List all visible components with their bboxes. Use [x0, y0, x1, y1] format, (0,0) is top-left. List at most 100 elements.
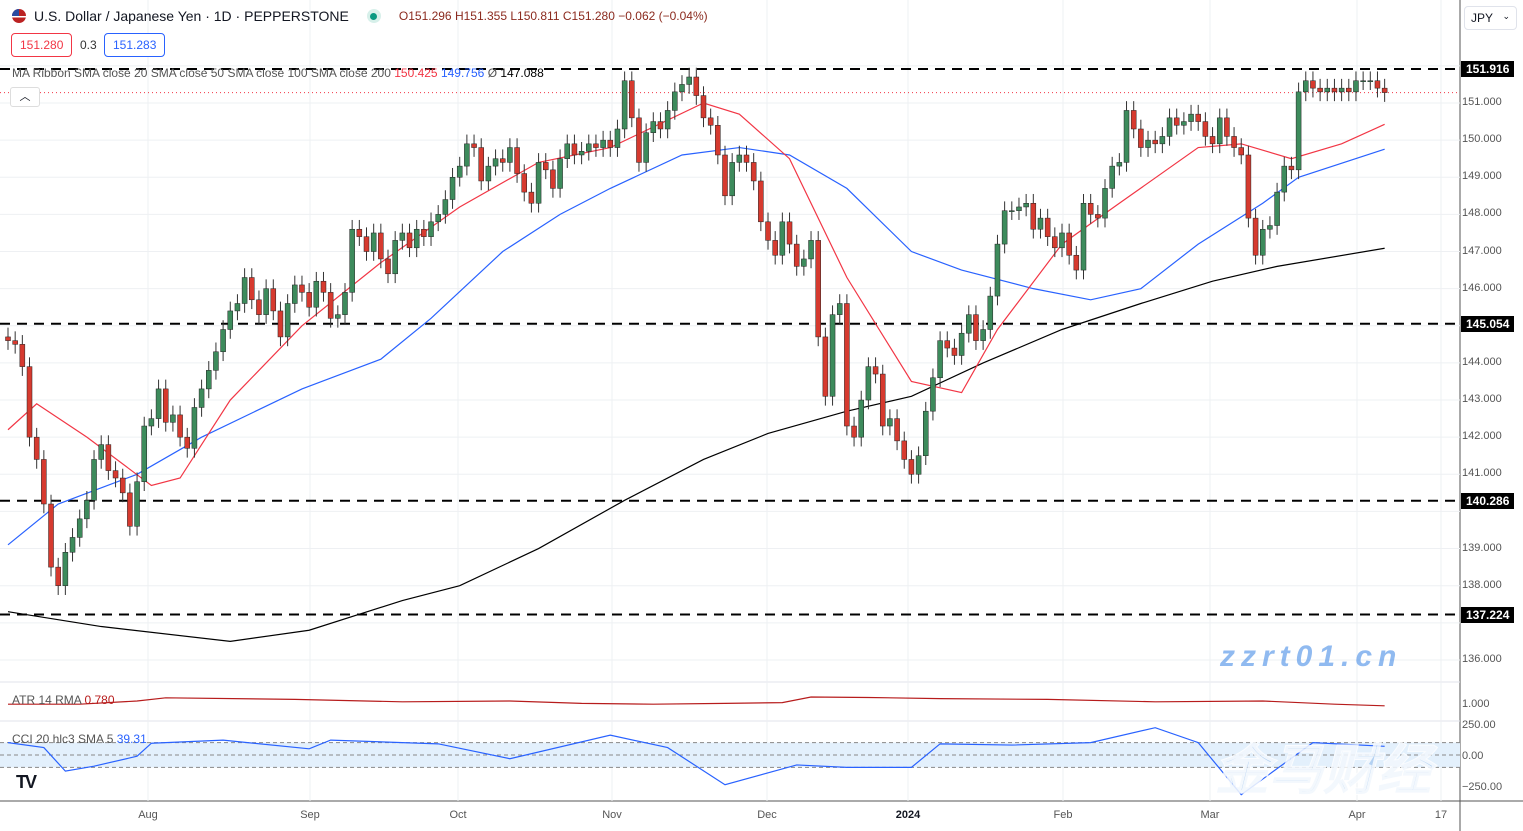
currency-select[interactable]: JPY ⌄ — [1464, 6, 1517, 30]
candle-down — [26, 366, 33, 438]
candle-up — [958, 332, 965, 356]
candle-up — [1188, 113, 1194, 122]
candle-down — [19, 344, 26, 367]
candle-up — [191, 407, 198, 449]
collapse-legend-button[interactable]: ︿ — [10, 87, 40, 107]
candle-up — [650, 121, 657, 133]
candle-up — [858, 399, 864, 438]
candle-up — [1324, 87, 1331, 93]
sma20-value: 150.425 — [394, 66, 438, 80]
candle-down — [973, 314, 979, 341]
tradingview-logo: TV — [16, 772, 37, 792]
sma50-line — [7, 146, 1385, 546]
candle-up — [980, 329, 986, 341]
candle-down — [951, 347, 958, 356]
price-tick: 139.000 — [1462, 541, 1502, 554]
sma200-value: 147.088 — [500, 66, 544, 80]
candle-down — [1095, 214, 1101, 219]
time-label: Apr — [1348, 809, 1366, 821]
time-label: Mar — [1200, 809, 1220, 821]
candle-up — [1338, 87, 1345, 93]
change-value: −0.062 (−0.04%) — [618, 9, 708, 23]
candle-down — [471, 143, 477, 148]
sma200-line — [7, 247, 1385, 642]
candle-up — [578, 151, 585, 156]
candle-up — [456, 165, 463, 178]
candle-up — [1109, 165, 1115, 189]
candle-down — [1224, 117, 1230, 137]
candle-down — [750, 162, 757, 182]
candle-up — [557, 158, 563, 189]
cci-value: 39.31 — [116, 732, 147, 746]
symbol-title[interactable]: U.S. Dollar / Japanese Yen · 1D · PEPPER… — [34, 8, 349, 24]
candle-down — [320, 280, 327, 293]
candle-up — [141, 425, 147, 482]
level-price-tag: 145.054 — [1461, 315, 1515, 332]
candle-up — [987, 295, 994, 330]
candle-down — [872, 366, 879, 375]
sma50-value: 149.756 — [440, 66, 485, 80]
candle-down — [1238, 147, 1244, 156]
candle-down — [1138, 128, 1144, 148]
time-label: Oct — [449, 809, 467, 821]
candle-up — [1102, 188, 1108, 219]
candle-down — [1381, 87, 1388, 93]
candle-up — [442, 199, 449, 215]
cci-legend[interactable]: CCI 20 hlc3 SMA 5 39.31 — [12, 732, 147, 746]
candle-down — [815, 240, 821, 338]
market-open-icon — [366, 9, 381, 23]
candle-down — [378, 232, 384, 260]
atr-line — [8, 696, 1385, 707]
candle-down — [879, 373, 886, 427]
candle-up — [1260, 228, 1266, 256]
candle-up — [836, 303, 843, 315]
price-tick: 144.000 — [1462, 355, 1502, 368]
ma-ribbon-legend[interactable]: MA Ribbon SMA close 20 SMA close 50 SMA … — [12, 66, 544, 80]
time-label: 17 — [1434, 809, 1448, 821]
candle-up — [1274, 191, 1280, 226]
candle-up — [994, 243, 1001, 297]
time-label: Nov — [602, 809, 622, 821]
candle-up — [535, 162, 542, 204]
buy-price-button[interactable]: 151.283 — [104, 33, 166, 57]
candle-down — [894, 418, 900, 442]
candle-down — [12, 340, 18, 345]
candle-up — [1281, 165, 1288, 193]
price-tick: 150.000 — [1462, 133, 1502, 146]
candle-down — [758, 180, 764, 223]
candle-up — [428, 221, 434, 237]
candle-up — [62, 552, 69, 586]
candle-up — [679, 84, 685, 93]
atr-legend[interactable]: ATR 14 RMA 0.780 — [12, 693, 115, 707]
time-label: Aug — [138, 809, 158, 821]
candle-down — [571, 143, 578, 156]
candle-down — [270, 288, 277, 312]
ma-ribbon-title: MA Ribbon SMA close 20 SMA close 50 SMA … — [12, 66, 391, 80]
candle-up — [464, 143, 470, 167]
sell-price-button[interactable]: 151.280 — [11, 33, 73, 57]
candle-down — [707, 117, 714, 126]
candle-up — [313, 280, 320, 308]
usd-jpy-flag-icon — [12, 9, 26, 23]
candle-up — [234, 303, 241, 312]
time-label: Dec — [757, 809, 777, 821]
candle-down — [162, 388, 169, 423]
candle-down — [1202, 121, 1209, 137]
candle-down — [715, 125, 721, 156]
candle-up — [449, 177, 456, 200]
chevron-down-icon: ⌄ — [1502, 11, 1510, 21]
candle-down — [177, 414, 183, 438]
price-tick: 148.000 — [1462, 207, 1502, 220]
candle-up — [284, 303, 291, 338]
price-tick: 143.000 — [1462, 393, 1502, 406]
candle-down — [514, 147, 520, 174]
candle-down — [1231, 136, 1237, 148]
candle-up — [170, 414, 176, 423]
candle-up — [213, 351, 219, 371]
candle-down — [119, 477, 126, 494]
candle-down — [629, 80, 635, 119]
cci-line — [7, 727, 1385, 796]
cci-tick: 0.00 — [1462, 750, 1484, 762]
candle-down — [1288, 165, 1295, 171]
